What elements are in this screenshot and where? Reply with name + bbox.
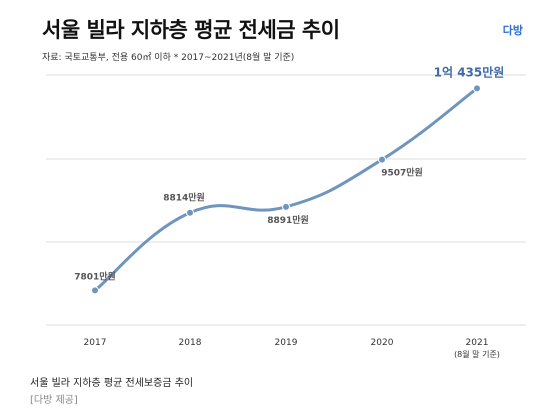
x-tick-2017: 2017 <box>84 338 107 348</box>
x-tick-2021: 2021 <box>466 338 489 348</box>
x-axis-ticks: 2017 2018 2019 2020 2021(8월 말 기준) <box>84 338 500 359</box>
chart-title: 서울 빌라 지하층 평균 전세금 추이 <box>42 18 340 42</box>
gridlines <box>46 74 526 326</box>
data-label-2021: 1억 435만원 <box>434 64 505 79</box>
data-point-2020 <box>378 155 386 164</box>
data-label-2017: 7801만원 <box>74 270 116 282</box>
data-label-2019: 8891만원 <box>267 214 309 226</box>
data-point-2021 <box>473 84 481 93</box>
data-label-2018: 8814만원 <box>163 192 205 204</box>
x-tick-sublabel-2021: (8월 말 기준) <box>454 349 500 359</box>
dabang-logo: 다방 <box>502 24 523 37</box>
data-point-2017 <box>91 286 99 295</box>
data-point-2019 <box>282 202 290 211</box>
data-points <box>91 84 481 295</box>
x-tick-2019: 2019 <box>275 338 298 348</box>
data-label-2020: 9507만원 <box>381 167 423 179</box>
data-labels: 7801만원 8814만원 8891만원 9507만원 1억 435만원 <box>74 64 504 282</box>
series-line <box>93 86 479 292</box>
data-point-2018 <box>186 208 194 217</box>
image-caption: 서울 빌라 지하층 평균 전세보증금 추이 <box>30 378 194 389</box>
image-credit: [다방 제공] <box>30 395 78 406</box>
x-tick-2020: 2020 <box>371 338 394 348</box>
x-tick-2018: 2018 <box>179 338 202 348</box>
data-source-note: 자료: 국토교통부, 전용 60㎡ 이하 * 2017~2021년(8월 말 기… <box>42 53 295 63</box>
